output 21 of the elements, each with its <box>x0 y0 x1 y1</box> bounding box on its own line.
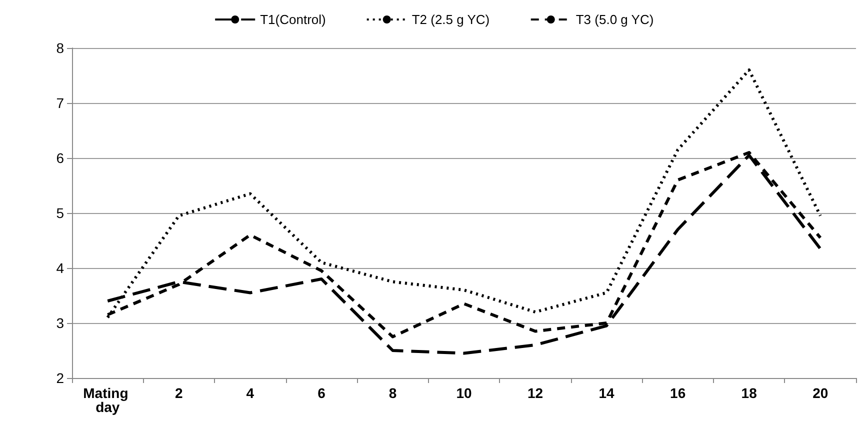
legend-label: T3 (5.0 g YC) <box>576 12 654 27</box>
x-tick-label: 2 <box>175 385 184 401</box>
x-tick-label: Mating day <box>83 385 132 415</box>
legend-label: T1(Control) <box>260 12 326 27</box>
x-tick-label: 4 <box>246 385 254 401</box>
x-tick-label: 20 <box>812 385 828 401</box>
x-tick-label: 16 <box>670 385 686 401</box>
x-tick-label: 12 <box>527 385 544 401</box>
x-tick-label: 8 <box>388 385 397 401</box>
y-tick-label: 2 <box>56 370 64 386</box>
x-tick-label: 6 <box>318 385 326 401</box>
y-tick-label: 5 <box>56 205 64 221</box>
x-tick-label: 14 <box>598 385 615 401</box>
y-tick-label: 7 <box>56 95 64 111</box>
legend-label: T2 (2.5 g YC) <box>412 12 490 27</box>
y-tick-label: 3 <box>56 315 64 331</box>
x-tick-label: 18 <box>741 385 758 401</box>
y-tick-label: 6 <box>56 150 64 166</box>
y-tick-label: 4 <box>56 260 64 276</box>
x-tick-label: 10 <box>456 385 472 401</box>
y-tick-label: 8 <box>56 40 64 56</box>
